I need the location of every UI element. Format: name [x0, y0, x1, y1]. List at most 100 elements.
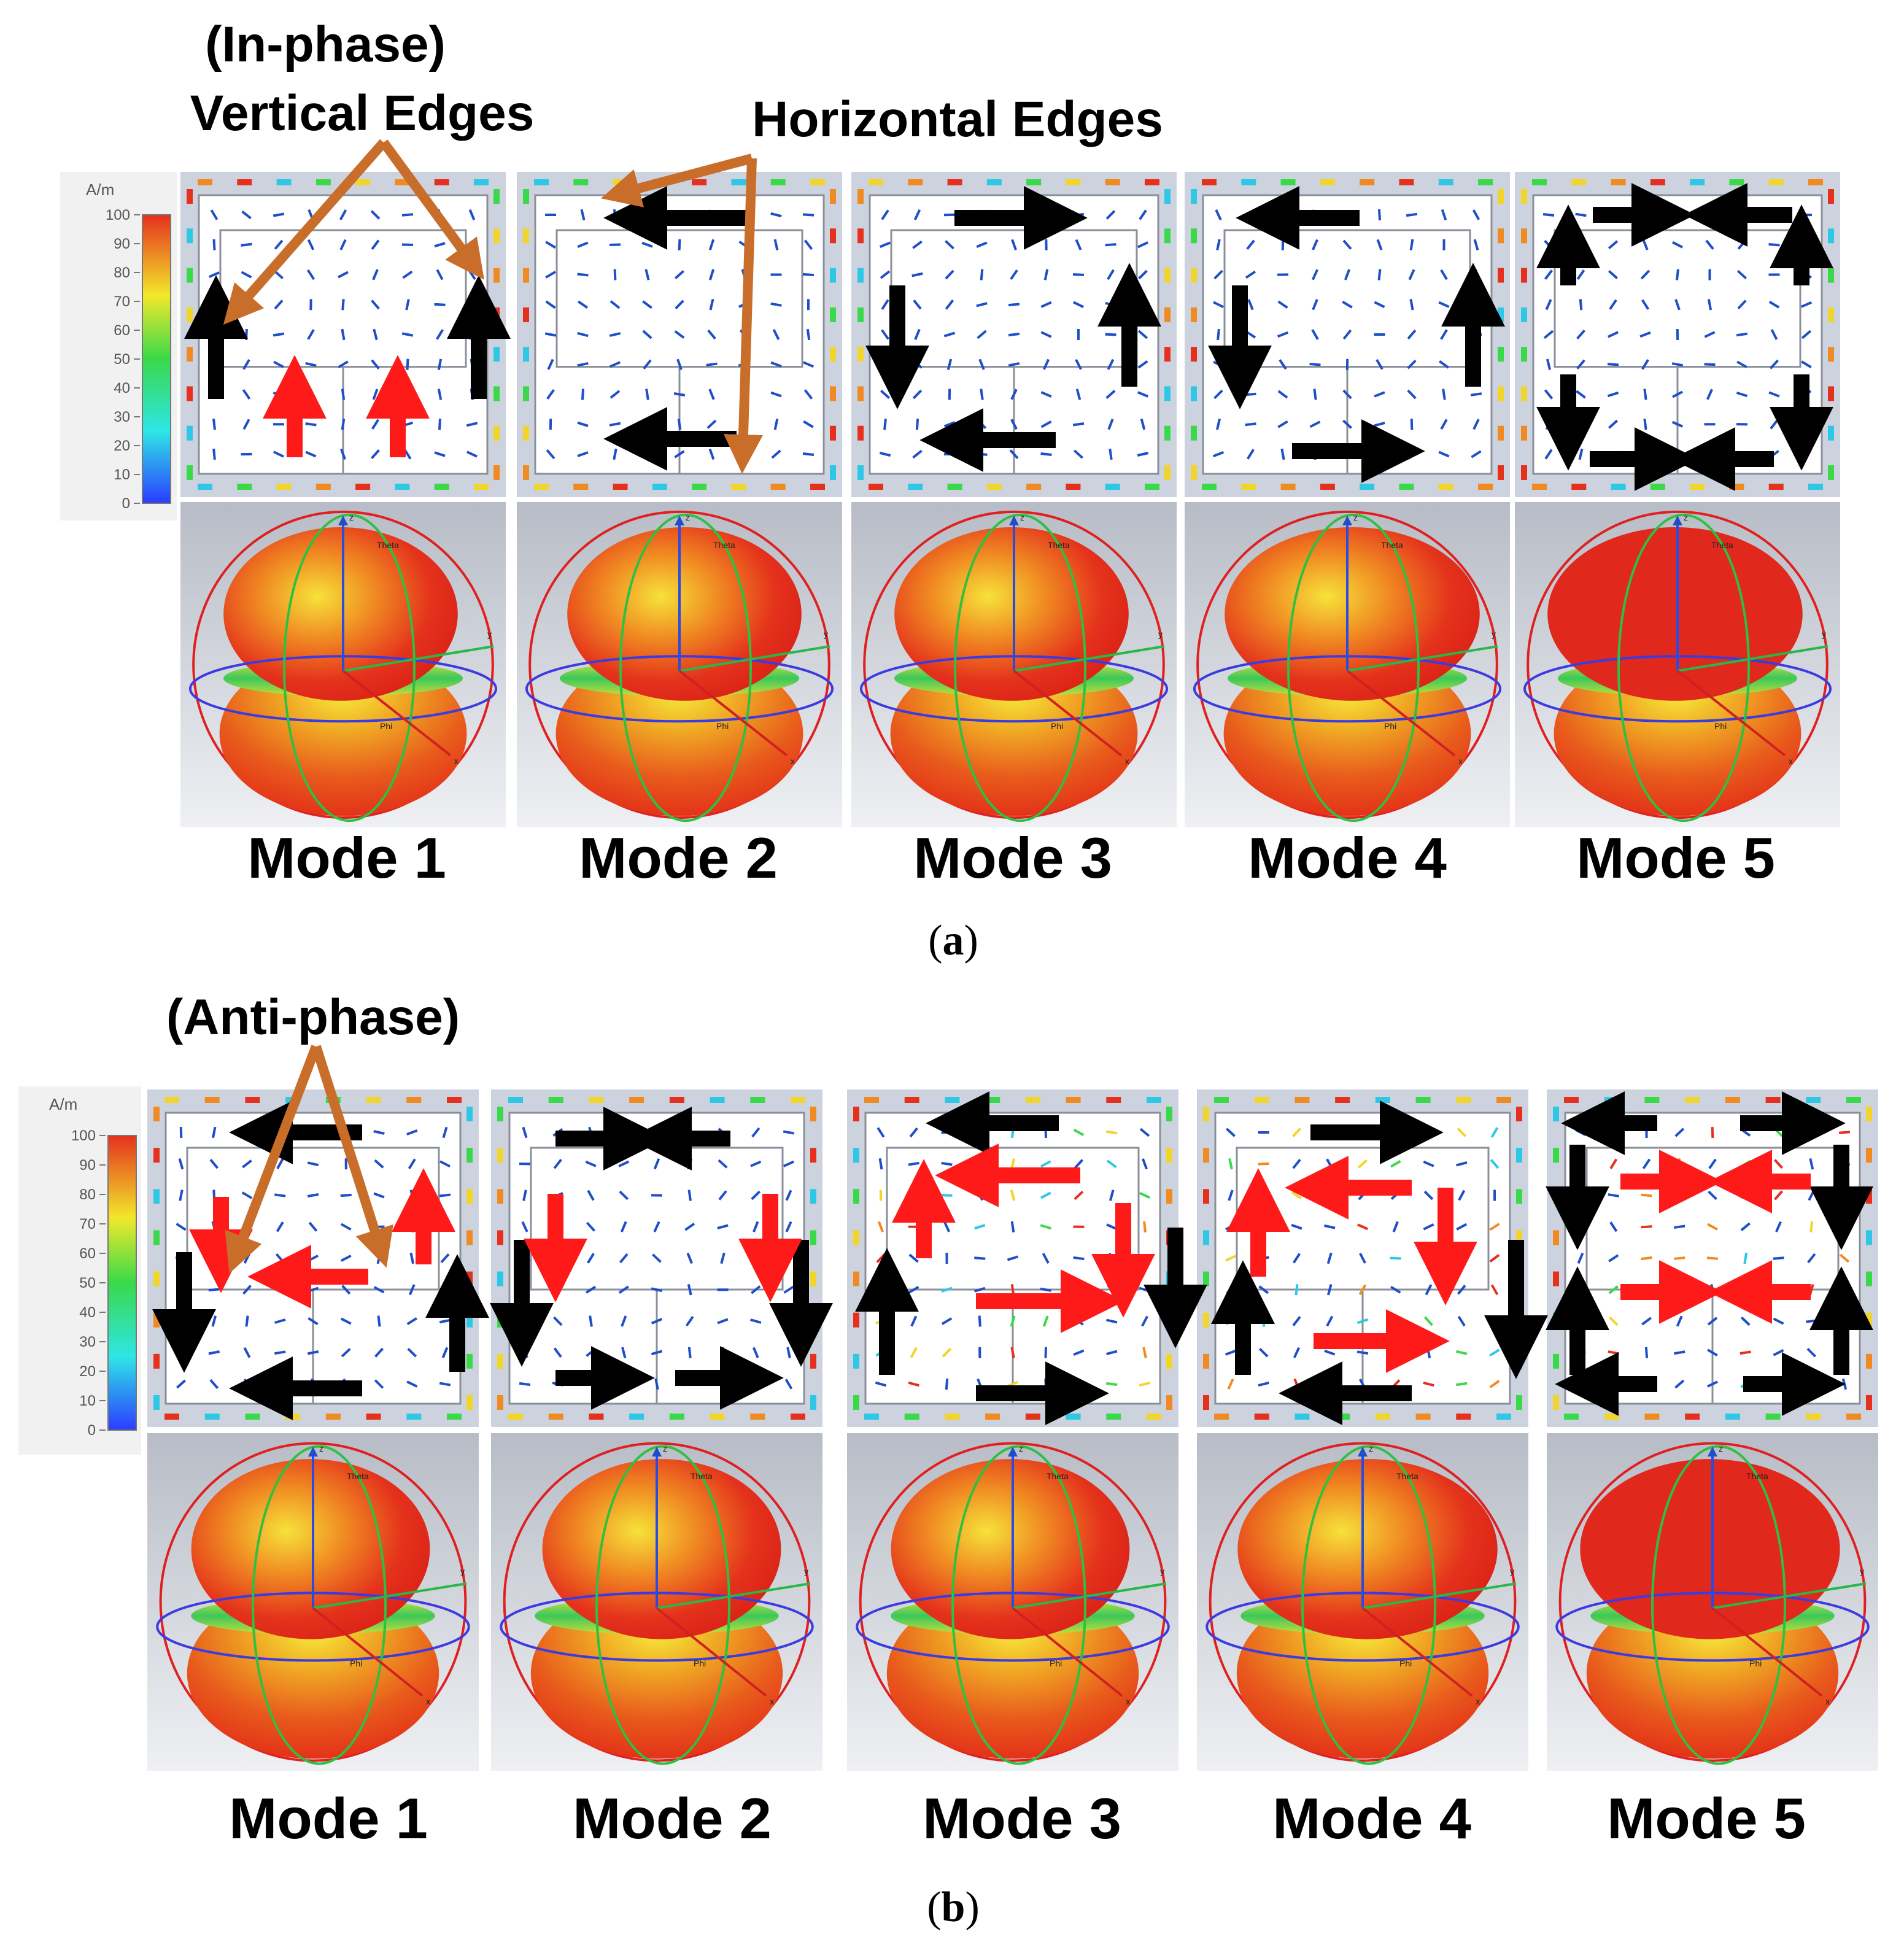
vector-arrow	[974, 1224, 986, 1230]
vector-arrow	[1489, 1223, 1500, 1231]
colorbar-tick-label: 60	[79, 1245, 96, 1262]
vector-arrow	[1641, 1193, 1652, 1197]
red-circle	[1527, 510, 1829, 819]
vector-arrow	[718, 1159, 728, 1169]
vector-arrow	[1010, 419, 1018, 430]
vector-arrow	[1213, 301, 1224, 309]
vector-arrow	[708, 269, 715, 280]
axis-label-phi: Phi	[380, 721, 392, 731]
vector-arrow	[521, 1221, 528, 1232]
vector-arrow	[438, 419, 441, 430]
vector-arrow	[1407, 359, 1417, 369]
vector-arrow	[1356, 1223, 1369, 1231]
vector-arrow	[1106, 1130, 1118, 1135]
vector-arrow	[908, 1381, 919, 1387]
vector-arrow	[1490, 1159, 1500, 1169]
axis-label-theta: Theta	[377, 540, 399, 550]
radiation-pattern: z Theta y Phi x	[491, 1433, 822, 1771]
vector-arrow	[717, 1224, 729, 1229]
vector-arrow	[1707, 299, 1712, 311]
vector-arrow	[878, 1158, 883, 1170]
radiation-pattern: z Theta y Phi x	[147, 1433, 479, 1771]
vector-arrow	[1262, 1315, 1266, 1327]
red-circle	[859, 1442, 1167, 1762]
vector-arrow	[1040, 1191, 1051, 1199]
vector-arrow	[1311, 269, 1319, 280]
vector-arrow	[245, 1315, 249, 1327]
vector-arrow	[241, 271, 252, 279]
vector-arrow	[1106, 1350, 1118, 1356]
vector-arrow	[1736, 332, 1748, 337]
vector-arrow	[210, 209, 219, 220]
axis-label-theta: Theta	[1048, 540, 1070, 550]
vector-arrow	[1143, 1221, 1147, 1232]
annotation-vertical-edges: Vertical Edges	[190, 85, 535, 141]
vector-arrow	[1248, 358, 1253, 370]
vector-arrow	[773, 239, 779, 250]
vector-arrow	[402, 270, 413, 279]
x-axis	[656, 1607, 767, 1697]
vector-arrow	[340, 1193, 352, 1197]
vector-arrow	[306, 269, 315, 280]
vector-arrow	[651, 1287, 663, 1293]
vector-arrow	[708, 389, 715, 400]
radiation-patterns-a: z Theta y Phi x z Theta y Phi x z Theta y Phi x z Theta y…	[180, 502, 1840, 827]
vector-arrow	[408, 1158, 416, 1169]
vector-arrow	[1640, 269, 1651, 280]
vector-arrow	[1641, 1317, 1652, 1326]
vector-arrow	[1109, 448, 1113, 460]
vector-arrow	[1277, 420, 1288, 428]
vector-arrow	[1773, 1159, 1784, 1169]
colorbar-unit: A/m	[49, 1095, 77, 1113]
vector-arrow	[687, 1284, 692, 1296]
vector-arrow	[1576, 269, 1585, 280]
vector-arrow	[179, 1190, 184, 1201]
vector-arrow	[1042, 358, 1050, 370]
vector-arrow	[1609, 299, 1617, 310]
red-circle	[159, 1442, 467, 1762]
vector-arrow	[1227, 1378, 1234, 1390]
vector-arrow	[406, 1129, 418, 1136]
vector-arrow	[1579, 299, 1583, 311]
vector-arrow	[1105, 390, 1116, 399]
vector-arrow	[274, 1318, 286, 1324]
vector-arrow	[609, 361, 621, 368]
vector-arrow	[1408, 269, 1415, 280]
vector-arrow	[1575, 212, 1587, 217]
vector-arrow	[1456, 1161, 1468, 1167]
vector-arrow	[1293, 1347, 1301, 1358]
vector-arrow	[179, 1126, 183, 1139]
vector-arrow	[770, 391, 782, 398]
vector-arrow	[338, 360, 349, 369]
vector-arrow	[439, 1193, 451, 1197]
vector-arrow	[1809, 1158, 1814, 1170]
vector-arrow	[373, 328, 378, 341]
vector-arrow	[1546, 358, 1552, 370]
vector-arrow	[309, 389, 313, 400]
vector-arrow	[1040, 420, 1052, 428]
vector-arrow	[1740, 1350, 1751, 1355]
vector-arrow	[274, 300, 284, 310]
vector-arrow	[340, 448, 346, 460]
vector-arrow	[1706, 1256, 1719, 1260]
vector-arrow	[209, 1379, 219, 1390]
vector-arrow	[437, 389, 443, 400]
vector-arrow	[709, 299, 714, 311]
vector-arrow	[577, 362, 589, 367]
colorbar-tick-label: 10	[79, 1393, 96, 1409]
vector-arrow	[1774, 1190, 1783, 1201]
radiation-pattern: z Theta y Phi x	[1185, 502, 1510, 827]
panel-a: (In-phase) Vertical Edges Horizontal Edg…	[60, 17, 1840, 964]
x-axis	[312, 1607, 424, 1697]
vector-arrow	[1342, 419, 1352, 429]
green-circle	[1651, 1445, 1786, 1765]
vector-arrow	[1010, 269, 1018, 280]
vector-arrow	[1736, 391, 1748, 398]
vector-arrow	[1470, 392, 1482, 397]
pointer-vertical-left	[223, 139, 388, 325]
annotation-pointers-b	[225, 1045, 393, 1274]
vector-arrow	[1245, 270, 1256, 279]
vector-arrow	[341, 1348, 351, 1358]
colorbar-tick-label: 90	[79, 1157, 96, 1174]
